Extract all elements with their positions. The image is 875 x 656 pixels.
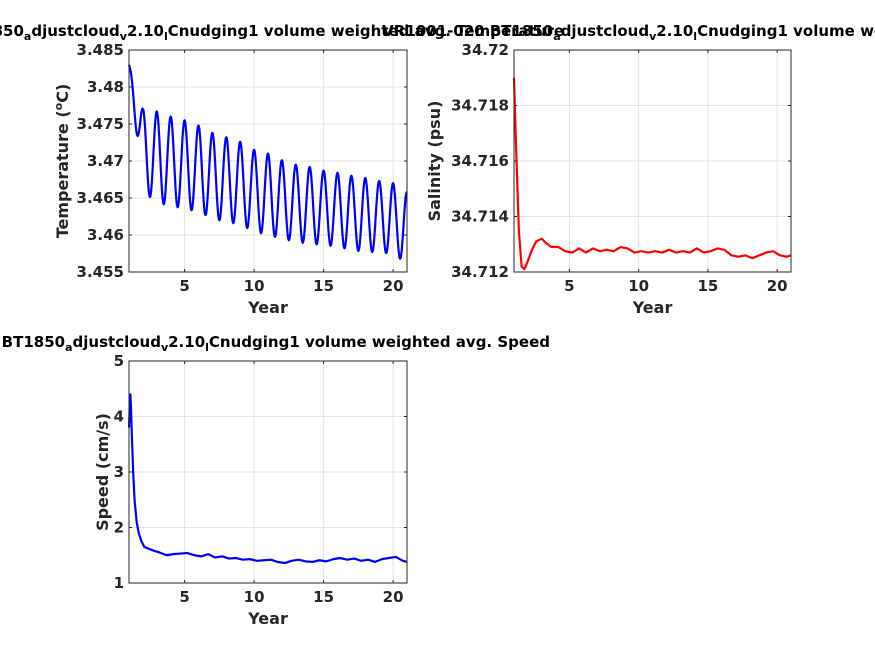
y-tick-label: 4	[114, 408, 124, 426]
subplot-3: 5 10 15 20 1 2 3 4 5 Year Speed (cm/s) 0 BT1850adju…	[0, 333, 550, 628]
x-tick-label: 5	[179, 277, 189, 295]
y-tick-label: 34.712	[451, 263, 509, 281]
x-tick-label: 15	[313, 588, 334, 606]
data-line	[127, 64, 408, 260]
x-tick-label: 5	[564, 277, 574, 295]
subplot-2: 5 10 15 20 34.712 34.714 34.716 34.718 34.72 Year…	[382, 22, 875, 317]
subplot-title: 0 BT1850adjustcloudv2.10lCnudging1 volum…	[0, 333, 550, 354]
subplot-1: 5 10 15 20 3.455 3.46 3.465 3.47 3.475 3.48 3.485 Y…	[0, 22, 564, 317]
x-axis-label: Year	[247, 298, 288, 317]
y-tick-label: 3.465	[77, 189, 124, 207]
x-tick-label: 15	[313, 277, 334, 295]
y-tick-label: 3	[114, 463, 124, 481]
y-tick-label: 3.47	[87, 152, 124, 170]
x-axis-label: Year	[247, 609, 288, 628]
y-tick-label: 34.718	[451, 97, 509, 115]
y-tick-label: 34.714	[451, 208, 509, 226]
data-line	[512, 77, 792, 271]
x-tick-label: 20	[383, 277, 404, 295]
y-tick-label: 3.485	[77, 41, 124, 59]
x-tick-label: 20	[383, 588, 404, 606]
y-tick-label: 3.48	[87, 78, 124, 96]
x-tick-label: 10	[244, 277, 265, 295]
y-axis-label: Salinity (psu)	[425, 101, 444, 222]
y-tick-label: 5	[114, 352, 124, 370]
y-tick-label: 34.72	[462, 41, 509, 59]
subplot-title: VR1001-020 BT1850adjustcloudv2.10lCnudgi…	[382, 22, 875, 43]
y-tick-label: 3.46	[87, 226, 124, 244]
y-tick-label: 2	[114, 519, 124, 537]
y-tick-label: 3.455	[77, 263, 124, 281]
x-axis-label: Year	[632, 298, 673, 317]
x-tick-label: 10	[244, 588, 265, 606]
y-tick-label: 34.716	[451, 152, 509, 170]
subplot-title: T1850adjustcloudv2.10lCnudging1 volume w…	[0, 22, 564, 43]
x-tick-label: 5	[179, 588, 189, 606]
y-tick-label: 3.475	[77, 115, 124, 133]
x-tick-label: 15	[697, 277, 718, 295]
data-line	[127, 393, 408, 565]
x-tick-label: 20	[767, 277, 788, 295]
x-tick-label: 10	[628, 277, 649, 295]
y-tick-label: 1	[114, 574, 124, 592]
y-axis-label: Temperature (oC)	[52, 84, 72, 239]
y-axis-label: Speed (cm/s)	[93, 413, 112, 531]
